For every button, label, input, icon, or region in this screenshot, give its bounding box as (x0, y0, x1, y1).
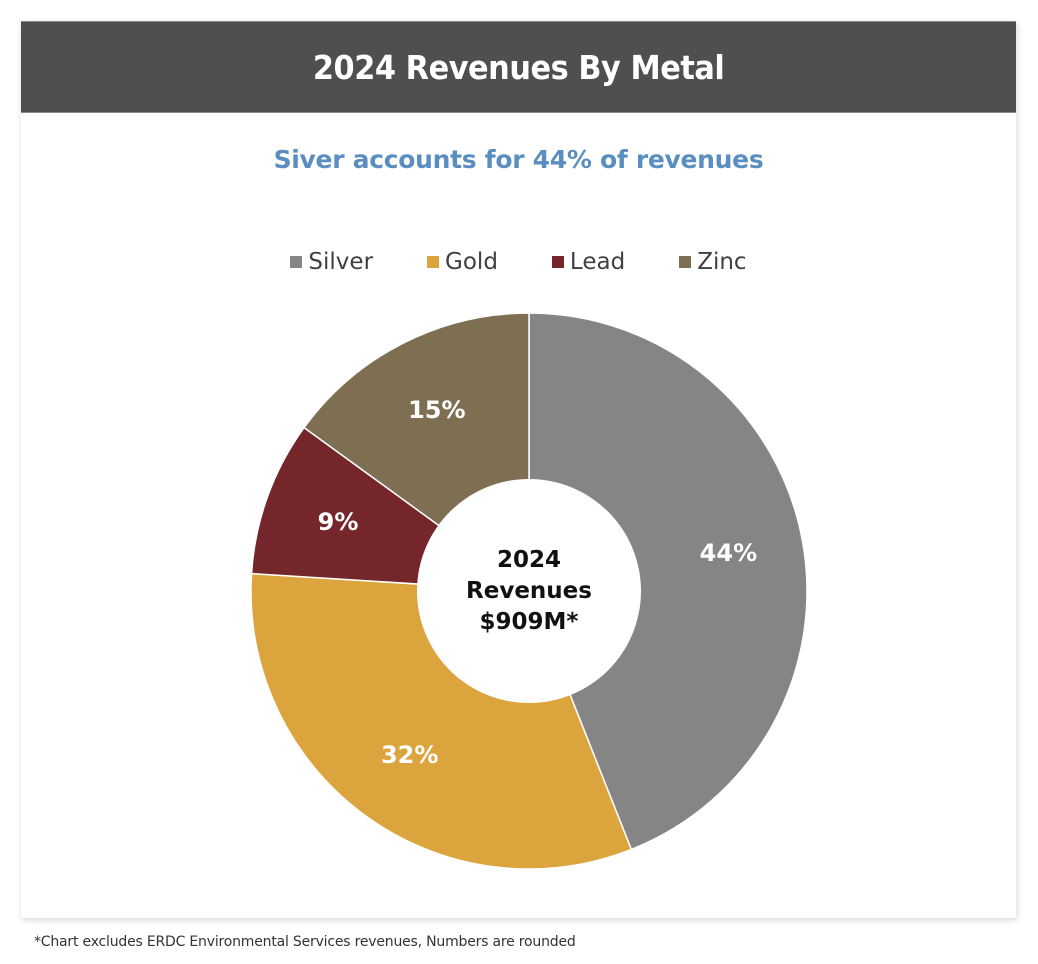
data-label-gold: 32% (381, 741, 438, 769)
legend-item-lead: Lead (551, 249, 626, 275)
data-label-zinc: 15% (408, 396, 465, 424)
data-label-silver: 44% (700, 539, 757, 567)
legend-swatch (427, 256, 440, 268)
center-label-line: 2024 (497, 547, 561, 573)
legend-swatch (290, 256, 303, 268)
legend-swatch (679, 256, 692, 268)
center-label-line: $909M* (480, 609, 579, 635)
center-label-line: Revenues (466, 578, 592, 604)
slice-silver (528, 312, 808, 851)
legend-label: Lead (569, 249, 626, 275)
legend-label: Zinc (697, 249, 747, 275)
legend-swatch (551, 256, 564, 268)
chart-legend: Silver Gold Lead Zinc (21, 249, 1016, 275)
footnote: *Chart excludes ERDC Environmental Servi… (34, 934, 576, 950)
legend-item-zinc: Zinc (679, 249, 747, 275)
chart-title: 2024 Revenues By Metal (312, 47, 725, 87)
donut-hole (417, 479, 641, 703)
legend-label: Silver (308, 249, 374, 275)
legend-item-gold: Gold (427, 249, 498, 275)
data-label-lead: 9% (318, 508, 359, 536)
legend-label: Gold (445, 249, 498, 275)
legend-item-silver: Silver (290, 249, 373, 275)
chart-subtitle: Siver accounts for 44% of revenues (273, 145, 764, 174)
chart-header: 2024 Revenues By Metal (21, 21, 1016, 113)
